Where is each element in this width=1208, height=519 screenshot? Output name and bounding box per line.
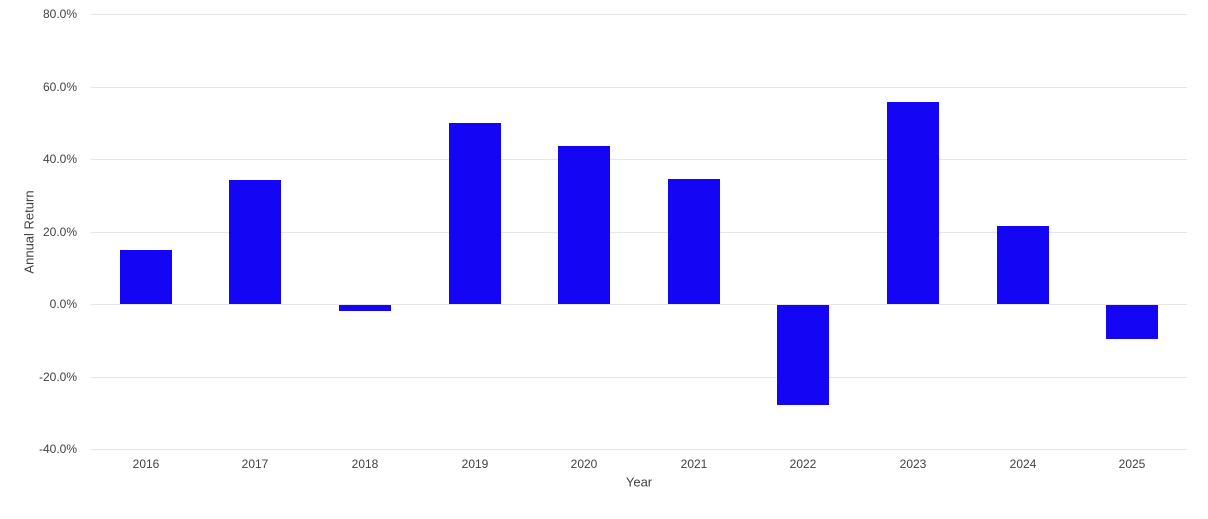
x-tick-label: 2018 bbox=[351, 457, 379, 471]
x-tick-label: 2016 bbox=[132, 457, 160, 471]
y-tick-label: 60.0% bbox=[42, 80, 77, 94]
bar-2018[interactable] bbox=[339, 305, 391, 311]
bar-2016[interactable] bbox=[120, 250, 172, 304]
y-tick-label: -20.0% bbox=[38, 370, 77, 384]
gridline bbox=[91, 304, 1187, 305]
x-tick-label: 2020 bbox=[570, 457, 598, 471]
gridline bbox=[91, 377, 1187, 378]
x-tick-label: 2017 bbox=[241, 457, 269, 471]
gridline bbox=[91, 232, 1187, 233]
y-tick-label: 20.0% bbox=[42, 225, 77, 239]
bar-2023[interactable] bbox=[887, 102, 939, 304]
bar-2020[interactable] bbox=[558, 146, 610, 304]
gridline bbox=[91, 14, 1187, 15]
bar-2021[interactable] bbox=[668, 179, 720, 304]
bar-2022[interactable] bbox=[777, 305, 829, 405]
bar-2024[interactable] bbox=[997, 226, 1049, 304]
bar-2025[interactable] bbox=[1106, 305, 1158, 339]
x-axis-title: Year bbox=[625, 474, 653, 490]
bar-2017[interactable] bbox=[229, 180, 281, 304]
bar-2019[interactable] bbox=[449, 123, 501, 304]
y-tick-label: 40.0% bbox=[42, 152, 77, 166]
gridline bbox=[91, 449, 1187, 450]
x-tick-label: 2019 bbox=[461, 457, 489, 471]
x-tick-label: 2022 bbox=[789, 457, 817, 471]
y-tick-label: 0.0% bbox=[49, 297, 77, 311]
x-tick-label: 2024 bbox=[1009, 457, 1037, 471]
x-tick-label: 2021 bbox=[680, 457, 708, 471]
y-tick-label: -40.0% bbox=[38, 442, 77, 456]
x-tick-label: 2025 bbox=[1118, 457, 1146, 471]
y-tick-label: 80.0% bbox=[42, 7, 77, 21]
gridline bbox=[91, 159, 1187, 160]
x-tick-label: 2023 bbox=[899, 457, 927, 471]
gridline bbox=[91, 87, 1187, 88]
